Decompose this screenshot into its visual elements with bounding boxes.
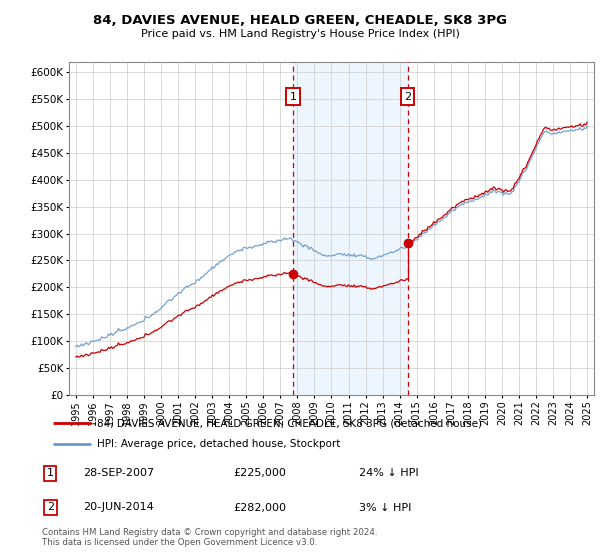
Text: 24% ↓ HPI: 24% ↓ HPI [359, 468, 418, 478]
Text: Price paid vs. HM Land Registry's House Price Index (HPI): Price paid vs. HM Land Registry's House … [140, 29, 460, 39]
Text: 1: 1 [289, 91, 296, 101]
Text: £225,000: £225,000 [233, 468, 286, 478]
Text: 84, DAVIES AVENUE, HEALD GREEN, CHEADLE, SK8 3PG (detached house): 84, DAVIES AVENUE, HEALD GREEN, CHEADLE,… [97, 418, 482, 428]
Text: 2: 2 [47, 502, 54, 512]
Text: HPI: Average price, detached house, Stockport: HPI: Average price, detached house, Stoc… [97, 438, 340, 449]
Text: 1: 1 [47, 468, 53, 478]
Text: 28-SEP-2007: 28-SEP-2007 [83, 468, 154, 478]
Text: 84, DAVIES AVENUE, HEALD GREEN, CHEADLE, SK8 3PG: 84, DAVIES AVENUE, HEALD GREEN, CHEADLE,… [93, 14, 507, 27]
Text: 20-JUN-2014: 20-JUN-2014 [83, 502, 154, 512]
Text: £282,000: £282,000 [233, 502, 286, 512]
Bar [293, 62, 407, 395]
Text: Contains HM Land Registry data © Crown copyright and database right 2024.
This d: Contains HM Land Registry data © Crown c… [42, 528, 377, 547]
Text: 2: 2 [404, 91, 411, 101]
Text: 3% ↓ HPI: 3% ↓ HPI [359, 502, 411, 512]
